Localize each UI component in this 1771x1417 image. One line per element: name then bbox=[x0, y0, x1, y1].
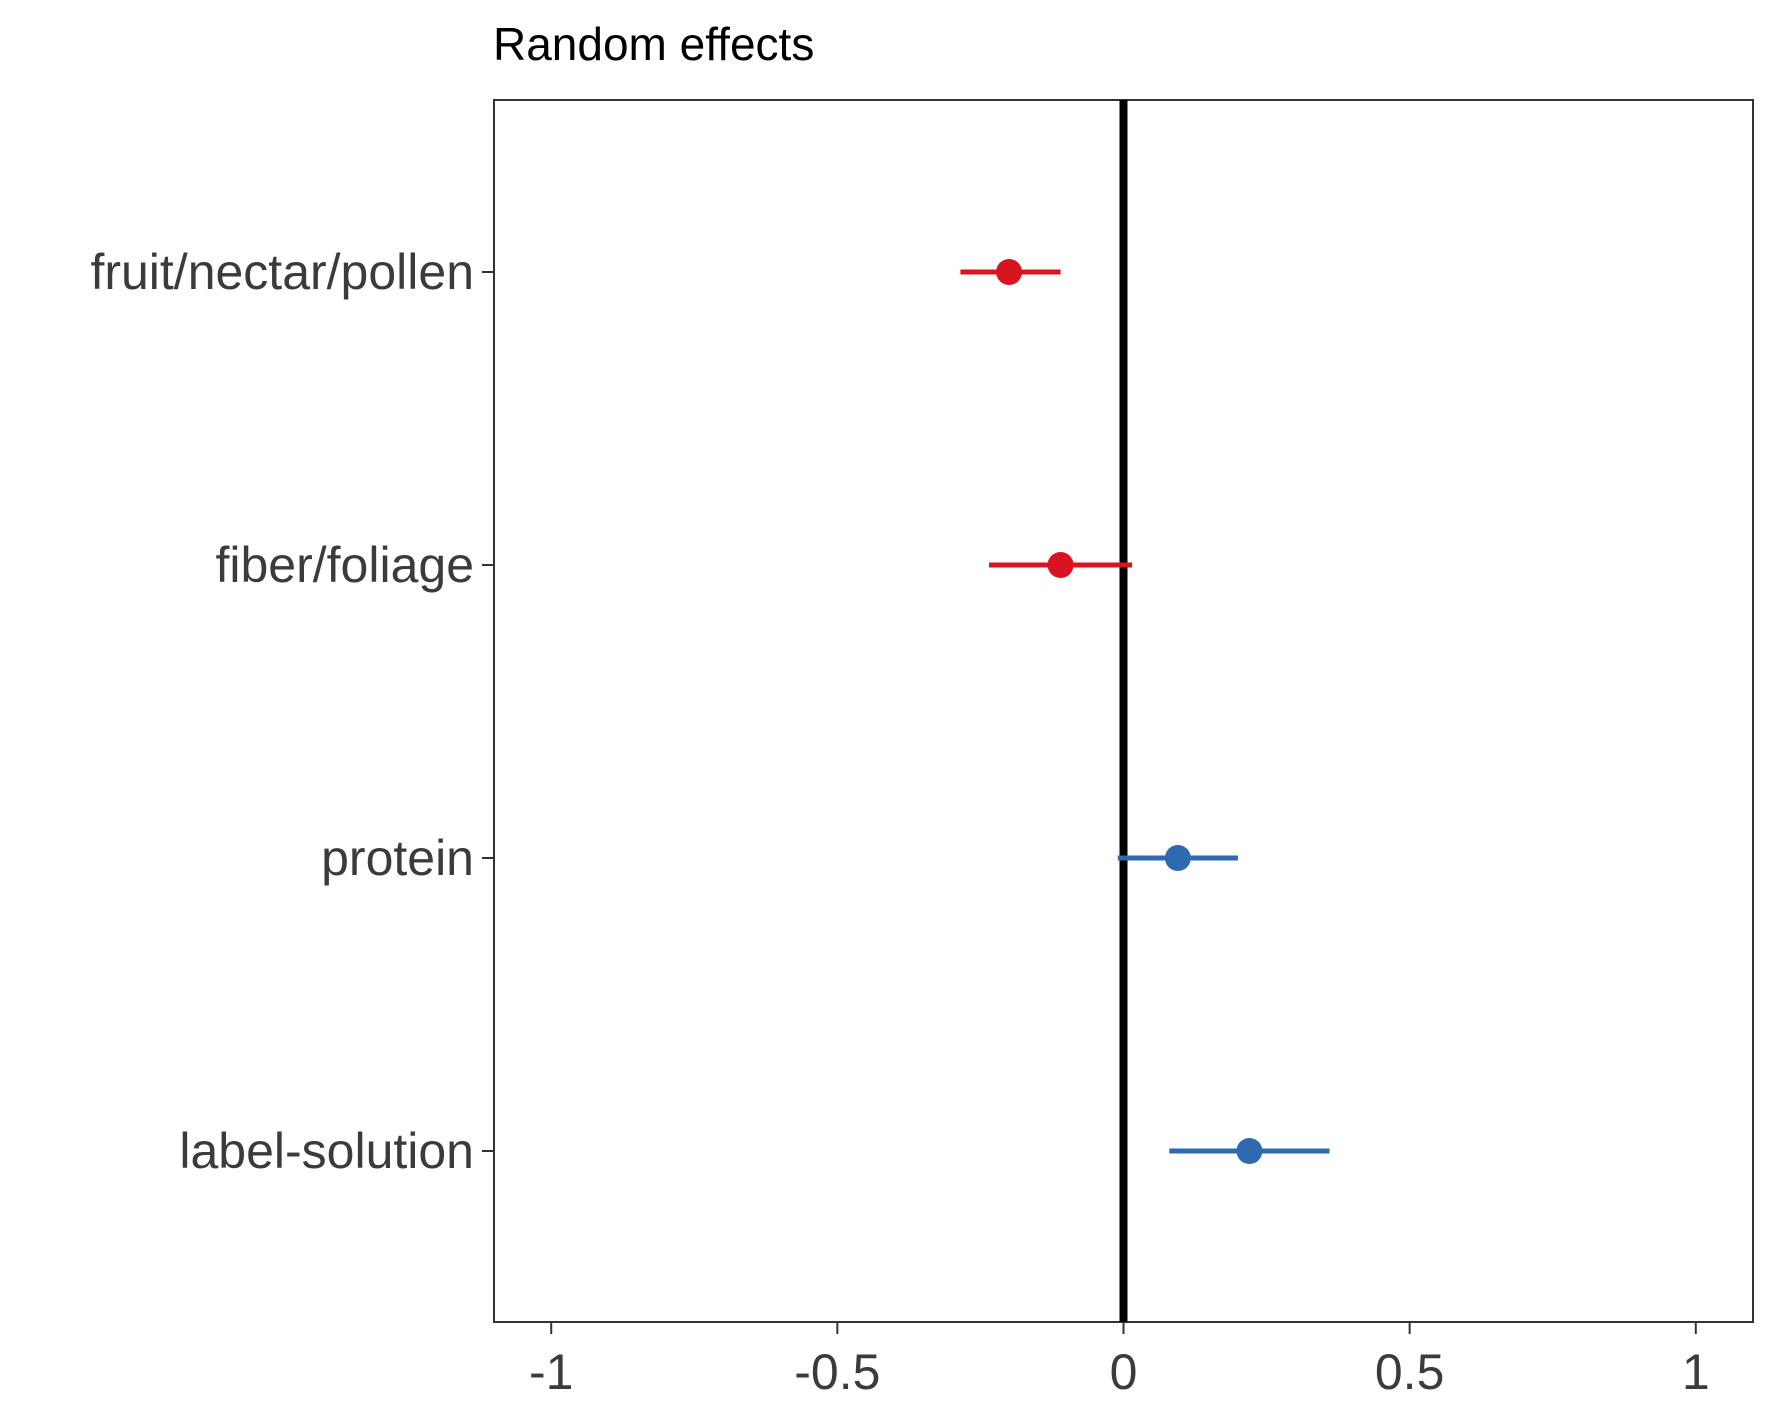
y-tick-label: fiber/foliage bbox=[216, 537, 475, 593]
y-axis: fruit/nectar/pollen fiber/foliage protein l… bbox=[90, 244, 494, 1179]
x-tick-label: 1 bbox=[1682, 1344, 1710, 1400]
estimate-point bbox=[996, 259, 1023, 285]
estimate-point bbox=[1047, 552, 1074, 578]
x-tick-label: -0.5 bbox=[794, 1344, 880, 1400]
y-tick-label: label-solution bbox=[179, 1123, 474, 1179]
x-tick-label: -1 bbox=[529, 1344, 573, 1400]
x-tick-label: 0 bbox=[1110, 1344, 1138, 1400]
estimate-point bbox=[1236, 1138, 1263, 1164]
chart-title: Random effects bbox=[493, 18, 814, 70]
y-tick-label: protein bbox=[321, 830, 474, 886]
data-marks bbox=[960, 259, 1330, 1164]
x-axis: -1 -0.5 0 0.5 1 bbox=[529, 1322, 1710, 1400]
estimate-point bbox=[1164, 845, 1191, 871]
x-tick-label: 0.5 bbox=[1375, 1344, 1445, 1400]
y-tick-label: fruit/nectar/pollen bbox=[90, 244, 474, 300]
